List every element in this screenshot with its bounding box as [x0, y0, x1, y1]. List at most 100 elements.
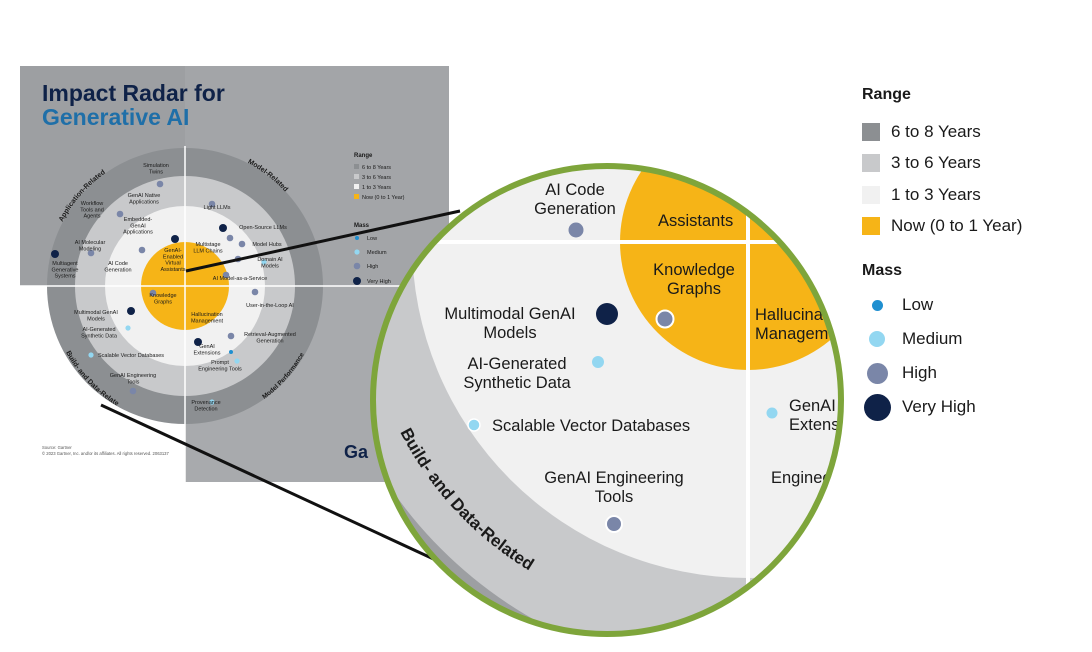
legend-panel: Range 6 to 8 Years 3 to 6 Years 1 to 3 Y… [862, 86, 1082, 424]
range-swatch-1-3 [862, 185, 880, 204]
thumb-item-label: Open-Source LLMs [239, 225, 287, 231]
legend-range-label: 1 to 3 Years [891, 184, 981, 204]
legend-mass-item: Very High [862, 390, 1082, 424]
thumb-point [209, 399, 215, 405]
radar-title-line2: Generative AI [42, 104, 189, 130]
zoom-point-multimodal [596, 303, 618, 325]
zoom-label-engineering-tools: GenAI Engineering Tools [544, 469, 683, 506]
range-swatch-now [862, 217, 880, 236]
thumb-point [219, 224, 227, 232]
zoom-point-engineering-tools [605, 515, 623, 533]
legend-mass-label: Very High [902, 397, 976, 416]
thumb-item-label: GenAI Extensions [194, 344, 221, 356]
thumb-point [208, 200, 216, 208]
range-swatch-3-6 [862, 154, 880, 173]
thumb-item-label: AI-Generated Synthetic Data [81, 327, 118, 339]
zoom-label-hallucination: Hallucination Management [755, 306, 847, 343]
zoom-border [370, 163, 844, 637]
legend-mass-item: Medium [862, 322, 1082, 356]
legend-range-label: 3 to 6 Years [891, 153, 981, 173]
thumb-point [149, 289, 157, 297]
thumb-item-label: Hallucination Management [191, 312, 224, 324]
thumb-point [234, 358, 240, 364]
mass-dot-medium [869, 331, 885, 347]
zoom-label-prompt-engineering: Engineering Tools [771, 469, 847, 487]
range-swatch-6-8 [862, 122, 880, 141]
legend-mass-label: High [902, 363, 937, 382]
legend-range-label: Now (0 to 1 Year) [891, 216, 1023, 236]
zoom-point-vector-db [467, 418, 481, 432]
legend-mass-item: High [862, 356, 1082, 390]
thumb-point [138, 246, 146, 254]
source-line: Source: Gartner [42, 445, 72, 450]
zoom-label-code-generation: AI Code Generation [534, 181, 616, 218]
zoom-label-vector-db: Scalable Vector Databases [492, 417, 690, 435]
thumb-item-label: Knowledge Graphs [149, 293, 176, 305]
legend-range-item: Now (0 to 1 Year) [862, 211, 1082, 243]
zoom-label-synthetic-data: AI-Generated Synthetic Data [463, 355, 571, 392]
thumb-item-label: Multimodal GenAI Models [74, 310, 118, 322]
legend-mass-item: Low [862, 288, 1082, 322]
thumb-item-label: Light LLMs [204, 205, 231, 211]
thumb-point [171, 235, 179, 243]
thumb-item-label: Model Hubs [252, 242, 282, 248]
thumb-legend-range-item: 1 to 3 Years [362, 185, 391, 191]
legend-range-label: 6 to 8 Years [891, 121, 981, 141]
zoom-point-synthetic-data [592, 356, 604, 368]
zoom-label-knowledge-graphs: Knowledge Graphs [653, 261, 735, 298]
zoom-point-genai-extensions [766, 407, 778, 419]
thumb-swatch-3-6 [354, 174, 359, 179]
thumb-point [116, 210, 124, 218]
thumb-swatch-now [354, 194, 359, 199]
thumb-mass-high-dot [353, 262, 361, 270]
thumb-swatch-1-3 [354, 184, 359, 189]
thumb-item-label: GenAI Engineering Tools [110, 373, 156, 385]
legend-range-item: 1 to 3 Years [862, 179, 1082, 211]
thumb-point [194, 338, 202, 346]
thumb-point [222, 271, 230, 279]
legend-range-title: Range [862, 86, 911, 103]
thumb-point [88, 352, 94, 358]
copyright-line: © 2023 Gartner, Inc. and/or its affiliat… [42, 451, 170, 456]
thumb-mass-very-high-dot [353, 277, 361, 285]
legend-range-item: 6 to 8 Years [862, 116, 1082, 148]
zoom-point-code-generation [568, 222, 584, 238]
thumb-legend-range-item: 6 to 8 Years [362, 165, 391, 171]
thumb-swatch-6-8 [354, 164, 359, 169]
thumb-point [229, 350, 233, 354]
legend-mass-label: Low [902, 295, 934, 314]
mass-dot-very-high [863, 393, 891, 421]
thumb-item-label: GenAI Native Applications [128, 193, 161, 205]
thumb-point [226, 234, 234, 242]
thumb-item-label: User-in-the-Loop AI [246, 303, 294, 309]
radar-title-line1: Impact Radar for [42, 80, 225, 106]
zoom-label-assistants: Assistants [658, 212, 733, 230]
thumb-item-label: Prompt Engineering Tools [198, 360, 242, 372]
mass-dot-high [866, 362, 888, 384]
thumb-legend-mass-item: Very High [367, 279, 391, 285]
thumb-point [125, 325, 131, 331]
thumb-mass-low-dot [355, 236, 359, 240]
thumb-item-label: Scalable Vector Databases [98, 353, 164, 359]
brand-wordmark: Ga [344, 442, 369, 462]
thumb-mass-medium-dot [354, 249, 360, 255]
thumb-point [129, 387, 137, 395]
thumb-item-label: Retrieval-Augmented Generation [244, 332, 296, 344]
thumb-point [227, 332, 235, 340]
zoom-magnifier: AI Code Generation Assistants Knowledge Gr… [370, 163, 847, 637]
legend-mass-label: Medium [902, 329, 963, 348]
zoom-label-multimodal: Multimodal GenAI Models [444, 305, 575, 342]
thumb-item-label: AI Model-as-a-Service [213, 276, 267, 282]
thumb-item-label: Workflow Tools and Agents [80, 201, 104, 220]
mass-dot-low [871, 299, 883, 311]
thumb-item-label: Embedded-GenAI Applications [123, 217, 153, 236]
thumb-item-label: Multistage LLM Chains [193, 242, 223, 254]
thumb-legend-range-item: 3 to 6 Years [362, 175, 391, 181]
thumb-point [234, 255, 242, 263]
thumb-point [87, 249, 95, 257]
legend-mass-title: Mass [862, 262, 903, 279]
thumb-item-label: Multiagent Generative Systems [52, 261, 79, 280]
legend-range-item: 3 to 6 Years [862, 148, 1082, 180]
thumb-point [127, 307, 135, 315]
thumb-item-label: Simulation Twins [143, 163, 169, 175]
